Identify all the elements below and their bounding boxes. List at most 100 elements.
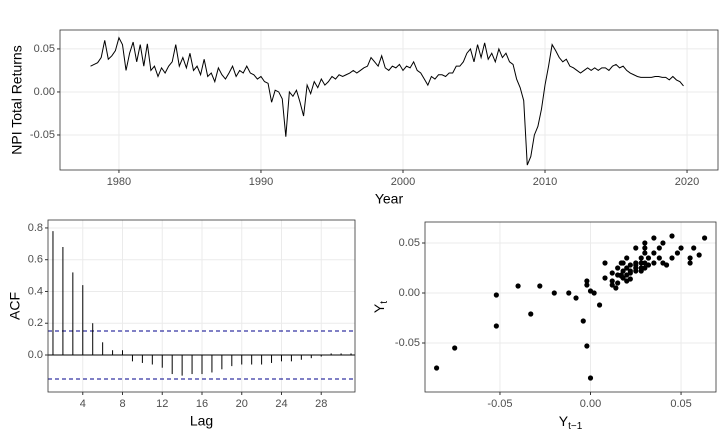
point bbox=[584, 278, 590, 284]
x-tick-label: 1980 bbox=[107, 176, 131, 188]
point bbox=[678, 245, 684, 251]
point bbox=[627, 262, 633, 268]
point bbox=[687, 260, 693, 266]
axis-title-main: Y bbox=[559, 413, 569, 429]
x-tick-label: 2010 bbox=[533, 176, 557, 188]
x-tick-label: 24 bbox=[275, 398, 287, 410]
point bbox=[591, 290, 597, 296]
point bbox=[452, 345, 458, 351]
point bbox=[651, 235, 657, 241]
axis-title-subscript: t−1 bbox=[568, 421, 583, 432]
x-tick-label: 0.00 bbox=[580, 398, 601, 410]
point bbox=[642, 240, 648, 246]
y-tick-label: 0.05 bbox=[399, 237, 420, 249]
point bbox=[493, 323, 499, 329]
point bbox=[687, 255, 693, 261]
point bbox=[624, 265, 630, 271]
panel-background bbox=[60, 30, 718, 170]
point bbox=[433, 365, 440, 371]
point bbox=[669, 255, 675, 261]
point bbox=[638, 260, 644, 266]
point bbox=[584, 282, 590, 288]
y-tick-label: 0.6 bbox=[28, 254, 43, 266]
x-tick-label: -0.05 bbox=[487, 398, 512, 410]
point bbox=[609, 270, 615, 276]
point bbox=[580, 318, 586, 324]
point bbox=[620, 275, 626, 281]
panel-border bbox=[59, 29, 719, 171]
point bbox=[596, 302, 603, 308]
point bbox=[602, 275, 608, 281]
axis-title: Year bbox=[375, 191, 404, 207]
axis-title: ACF bbox=[7, 292, 23, 320]
point bbox=[493, 292, 499, 298]
point bbox=[528, 311, 534, 317]
point bbox=[669, 233, 675, 239]
point bbox=[656, 255, 662, 261]
point bbox=[651, 260, 657, 266]
y-tick-label: 0.0 bbox=[28, 349, 43, 361]
point bbox=[615, 280, 621, 286]
point bbox=[620, 268, 626, 274]
point bbox=[584, 343, 590, 349]
point bbox=[537, 283, 543, 289]
point bbox=[645, 255, 652, 261]
point bbox=[615, 265, 621, 271]
y-tick-label: 0.2 bbox=[28, 317, 43, 329]
point bbox=[633, 245, 639, 251]
point bbox=[696, 252, 702, 258]
point bbox=[642, 250, 648, 256]
x-tick-label: 8 bbox=[119, 398, 125, 410]
axis-title-main: Y bbox=[371, 303, 387, 313]
panel-border bbox=[47, 219, 356, 393]
axis-title: Lag bbox=[190, 413, 213, 429]
line-series bbox=[90, 36, 684, 166]
axis-title-subscript: t bbox=[379, 301, 390, 304]
y-tick-label: 0.00 bbox=[399, 287, 420, 299]
y-tick-label: 0.05 bbox=[34, 43, 55, 55]
axis-title: Yt bbox=[371, 301, 390, 313]
point bbox=[691, 245, 697, 251]
point bbox=[645, 262, 652, 268]
panel-background bbox=[425, 222, 716, 392]
x-tick-label: 28 bbox=[315, 398, 327, 410]
point bbox=[627, 276, 633, 282]
point bbox=[638, 255, 644, 261]
x-tick-label: 4 bbox=[80, 398, 86, 410]
point bbox=[551, 290, 557, 296]
point bbox=[701, 235, 708, 241]
point bbox=[624, 255, 630, 261]
point bbox=[618, 260, 624, 266]
point bbox=[587, 375, 594, 381]
x-tick-label: 20 bbox=[236, 398, 248, 410]
y-tick-label: -0.05 bbox=[395, 337, 420, 349]
point bbox=[573, 295, 579, 301]
point bbox=[566, 290, 572, 296]
y-tick-label: -0.05 bbox=[30, 129, 55, 141]
y-tick-label: 0.4 bbox=[28, 285, 43, 297]
point bbox=[660, 240, 666, 246]
point bbox=[609, 278, 615, 284]
point bbox=[674, 250, 681, 256]
point bbox=[642, 265, 648, 271]
point bbox=[656, 245, 662, 251]
y-tick-label: 0.00 bbox=[34, 86, 55, 98]
point bbox=[627, 270, 633, 276]
x-tick-label: 2000 bbox=[391, 176, 415, 188]
x-tick-label: 12 bbox=[156, 398, 168, 410]
point bbox=[602, 260, 608, 266]
x-tick-label: 0.05 bbox=[670, 398, 691, 410]
point bbox=[609, 282, 615, 288]
axis-title: Yt−1 bbox=[559, 413, 583, 432]
point bbox=[663, 262, 670, 268]
x-tick-label: 1990 bbox=[249, 176, 273, 188]
point bbox=[613, 285, 619, 291]
point bbox=[638, 268, 644, 274]
y-tick-label: 0.8 bbox=[28, 222, 43, 234]
point bbox=[515, 283, 521, 289]
point bbox=[651, 250, 657, 256]
panel-border bbox=[424, 221, 717, 393]
x-tick-label: 2020 bbox=[675, 176, 699, 188]
point bbox=[633, 265, 639, 271]
